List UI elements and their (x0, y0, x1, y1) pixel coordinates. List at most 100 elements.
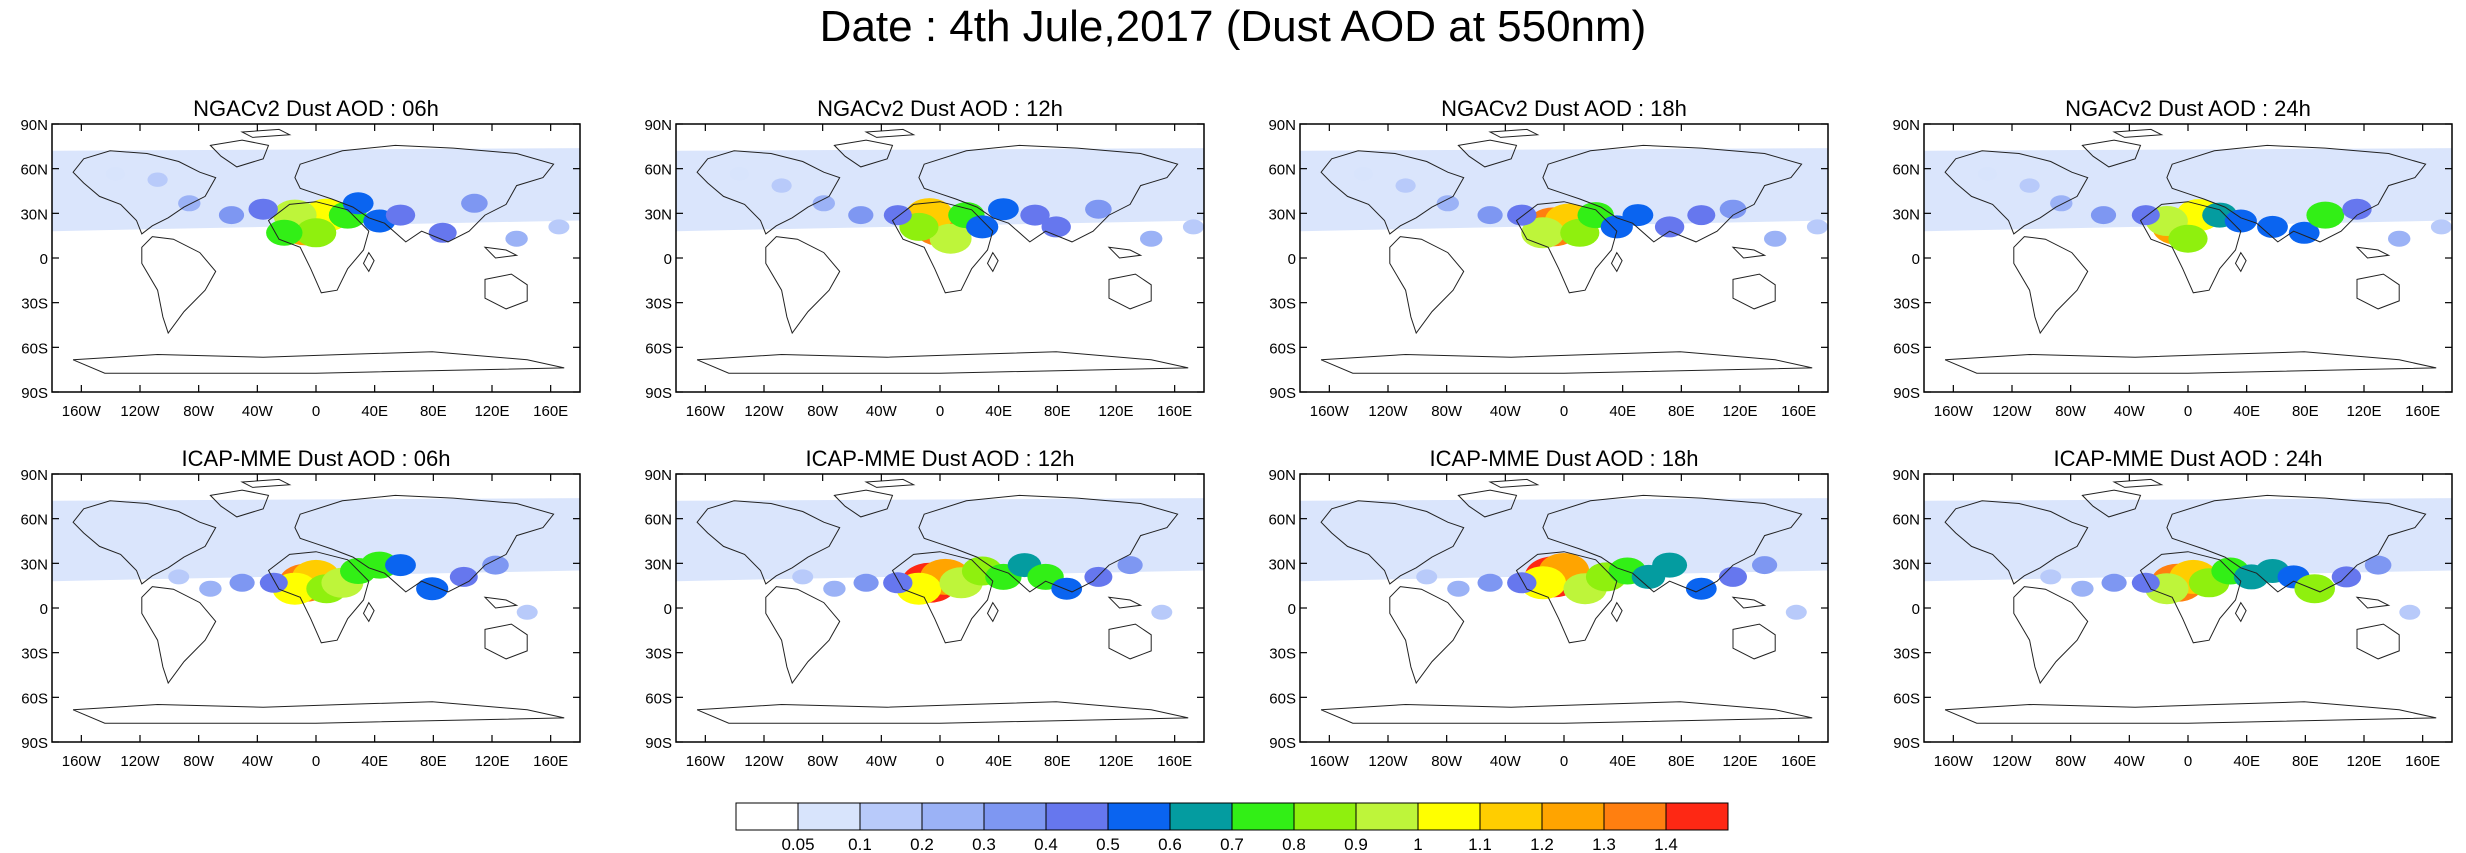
lat-label: 60S (645, 340, 672, 357)
panel-title: NGACv2 Dust AOD : 18h (1441, 96, 1687, 121)
lat-label: 60N (1892, 512, 1920, 529)
low-aod-band (676, 148, 1204, 232)
low-aod-band (52, 148, 580, 232)
coastline (1320, 150, 1465, 235)
lat-label: 60S (1269, 690, 1296, 707)
lon-label: 80E (1044, 753, 1071, 770)
lon-label: 80W (183, 403, 215, 420)
lat-label: 90S (1269, 735, 1296, 752)
lat-label: 30N (1892, 556, 1920, 573)
lon-label: 80E (1668, 403, 1695, 420)
coastline (1542, 494, 1803, 593)
panel-title: NGACv2 Dust AOD : 06h (193, 96, 439, 121)
lat-label: 30S (645, 296, 672, 313)
map-panel: NGACv2 Dust AOD : 06h 90N 60N 30N 0 30S 60S 90S… (20, 96, 581, 420)
colorbar-swatch (1479, 802, 1543, 831)
coastline (2139, 201, 2242, 294)
lat-label: 30N (1268, 556, 1296, 573)
lat-label: 60N (644, 162, 672, 179)
lat-label: 60N (1268, 512, 1296, 529)
dust-cell (2101, 573, 2127, 592)
coastline (864, 478, 916, 488)
dust-cell (2131, 205, 2160, 226)
coastline (2112, 128, 2164, 138)
dust-cell (853, 573, 879, 592)
dust-cell (1521, 217, 1565, 249)
lon-label: 120W (1368, 753, 1408, 770)
dust-cell (2019, 178, 2040, 193)
low-aod-band (676, 498, 1204, 582)
colorbar-label: 0.5 (1096, 835, 1120, 853)
lon-label: 120W (1992, 403, 2032, 420)
colorbar-label: 1.1 (1468, 835, 1492, 853)
dust-field (676, 478, 1204, 724)
coastline (2166, 494, 2427, 593)
coastline (2139, 551, 2242, 644)
coastline (141, 236, 217, 335)
coastline (1108, 273, 1152, 310)
coastline (2081, 489, 2142, 518)
coastline (2166, 144, 2427, 243)
coastline (484, 623, 528, 660)
dust-cell (1416, 569, 1438, 585)
lat-label: 60N (644, 512, 672, 529)
coastline (2234, 251, 2247, 273)
dust-cell (792, 569, 814, 585)
lat-label: 90N (20, 467, 48, 484)
coastline (1944, 500, 2089, 585)
coastline (1731, 246, 1767, 259)
coastline (696, 351, 1189, 374)
colorbar-swatch (859, 802, 923, 831)
map-panel: NGACv2 Dust AOD : 24h 90N 60N 30N 0 30S 60S 90S… (1892, 96, 2453, 420)
dust-cell (2224, 209, 2257, 233)
dust-cell (516, 604, 538, 620)
dust-cell (1041, 216, 1071, 238)
lat-label: 30S (1269, 646, 1296, 663)
lon-label: 160W (1934, 403, 1974, 420)
dust-cell (2342, 198, 2372, 220)
dust-cell (1447, 580, 1470, 597)
dust-cell (505, 230, 528, 247)
lon-label: 40W (866, 403, 898, 420)
lon-label: 80W (1431, 403, 1463, 420)
coastline (1515, 201, 1618, 294)
dust-cell (883, 205, 912, 226)
dust-field (52, 128, 580, 374)
colorbar-label: 0.05 (781, 835, 814, 853)
lon-label: 80E (1044, 403, 1071, 420)
dust-cell (1477, 573, 1503, 592)
lon-label: 160W (1934, 753, 1974, 770)
coastline (72, 500, 217, 585)
colorbar-label: 1.3 (1592, 835, 1616, 853)
lat-label: 90N (1268, 117, 1296, 134)
colorbar-label: 0.9 (1344, 835, 1368, 853)
lat-label: 30S (21, 646, 48, 663)
dust-cell (1977, 167, 1997, 181)
lat-label: 30S (645, 646, 672, 663)
coastline (833, 489, 894, 518)
coastline (362, 601, 375, 623)
coastline (1389, 236, 1465, 335)
coastline (2356, 623, 2400, 660)
dust-cell (461, 193, 488, 213)
coastline (696, 500, 841, 585)
coastline (891, 201, 994, 294)
lat-label: 0 (1288, 601, 1296, 618)
colorbar-swatch (1231, 802, 1295, 831)
lon-label: 120E (1722, 403, 1757, 420)
dust-cell (1652, 552, 1688, 578)
coastline (1107, 596, 1143, 609)
dust-cell (1085, 199, 1112, 219)
map-panel: ICAP-MME Dust AOD : 24h 90N 60N 30N 0 30S 60S 9… (1892, 446, 2453, 770)
lat-label: 90N (1892, 117, 1920, 134)
lon-label: 120E (1098, 403, 1133, 420)
dust-cell (218, 206, 245, 225)
lon-label: 120W (1368, 403, 1408, 420)
dust-cell (1051, 577, 1083, 600)
dust-cell (147, 172, 168, 187)
lon-label: 80E (1668, 753, 1695, 770)
lat-label: 90S (21, 735, 48, 752)
colorbar-swatch (921, 802, 985, 831)
lon-label: 120W (1992, 753, 2032, 770)
lat-label: 90S (645, 735, 672, 752)
